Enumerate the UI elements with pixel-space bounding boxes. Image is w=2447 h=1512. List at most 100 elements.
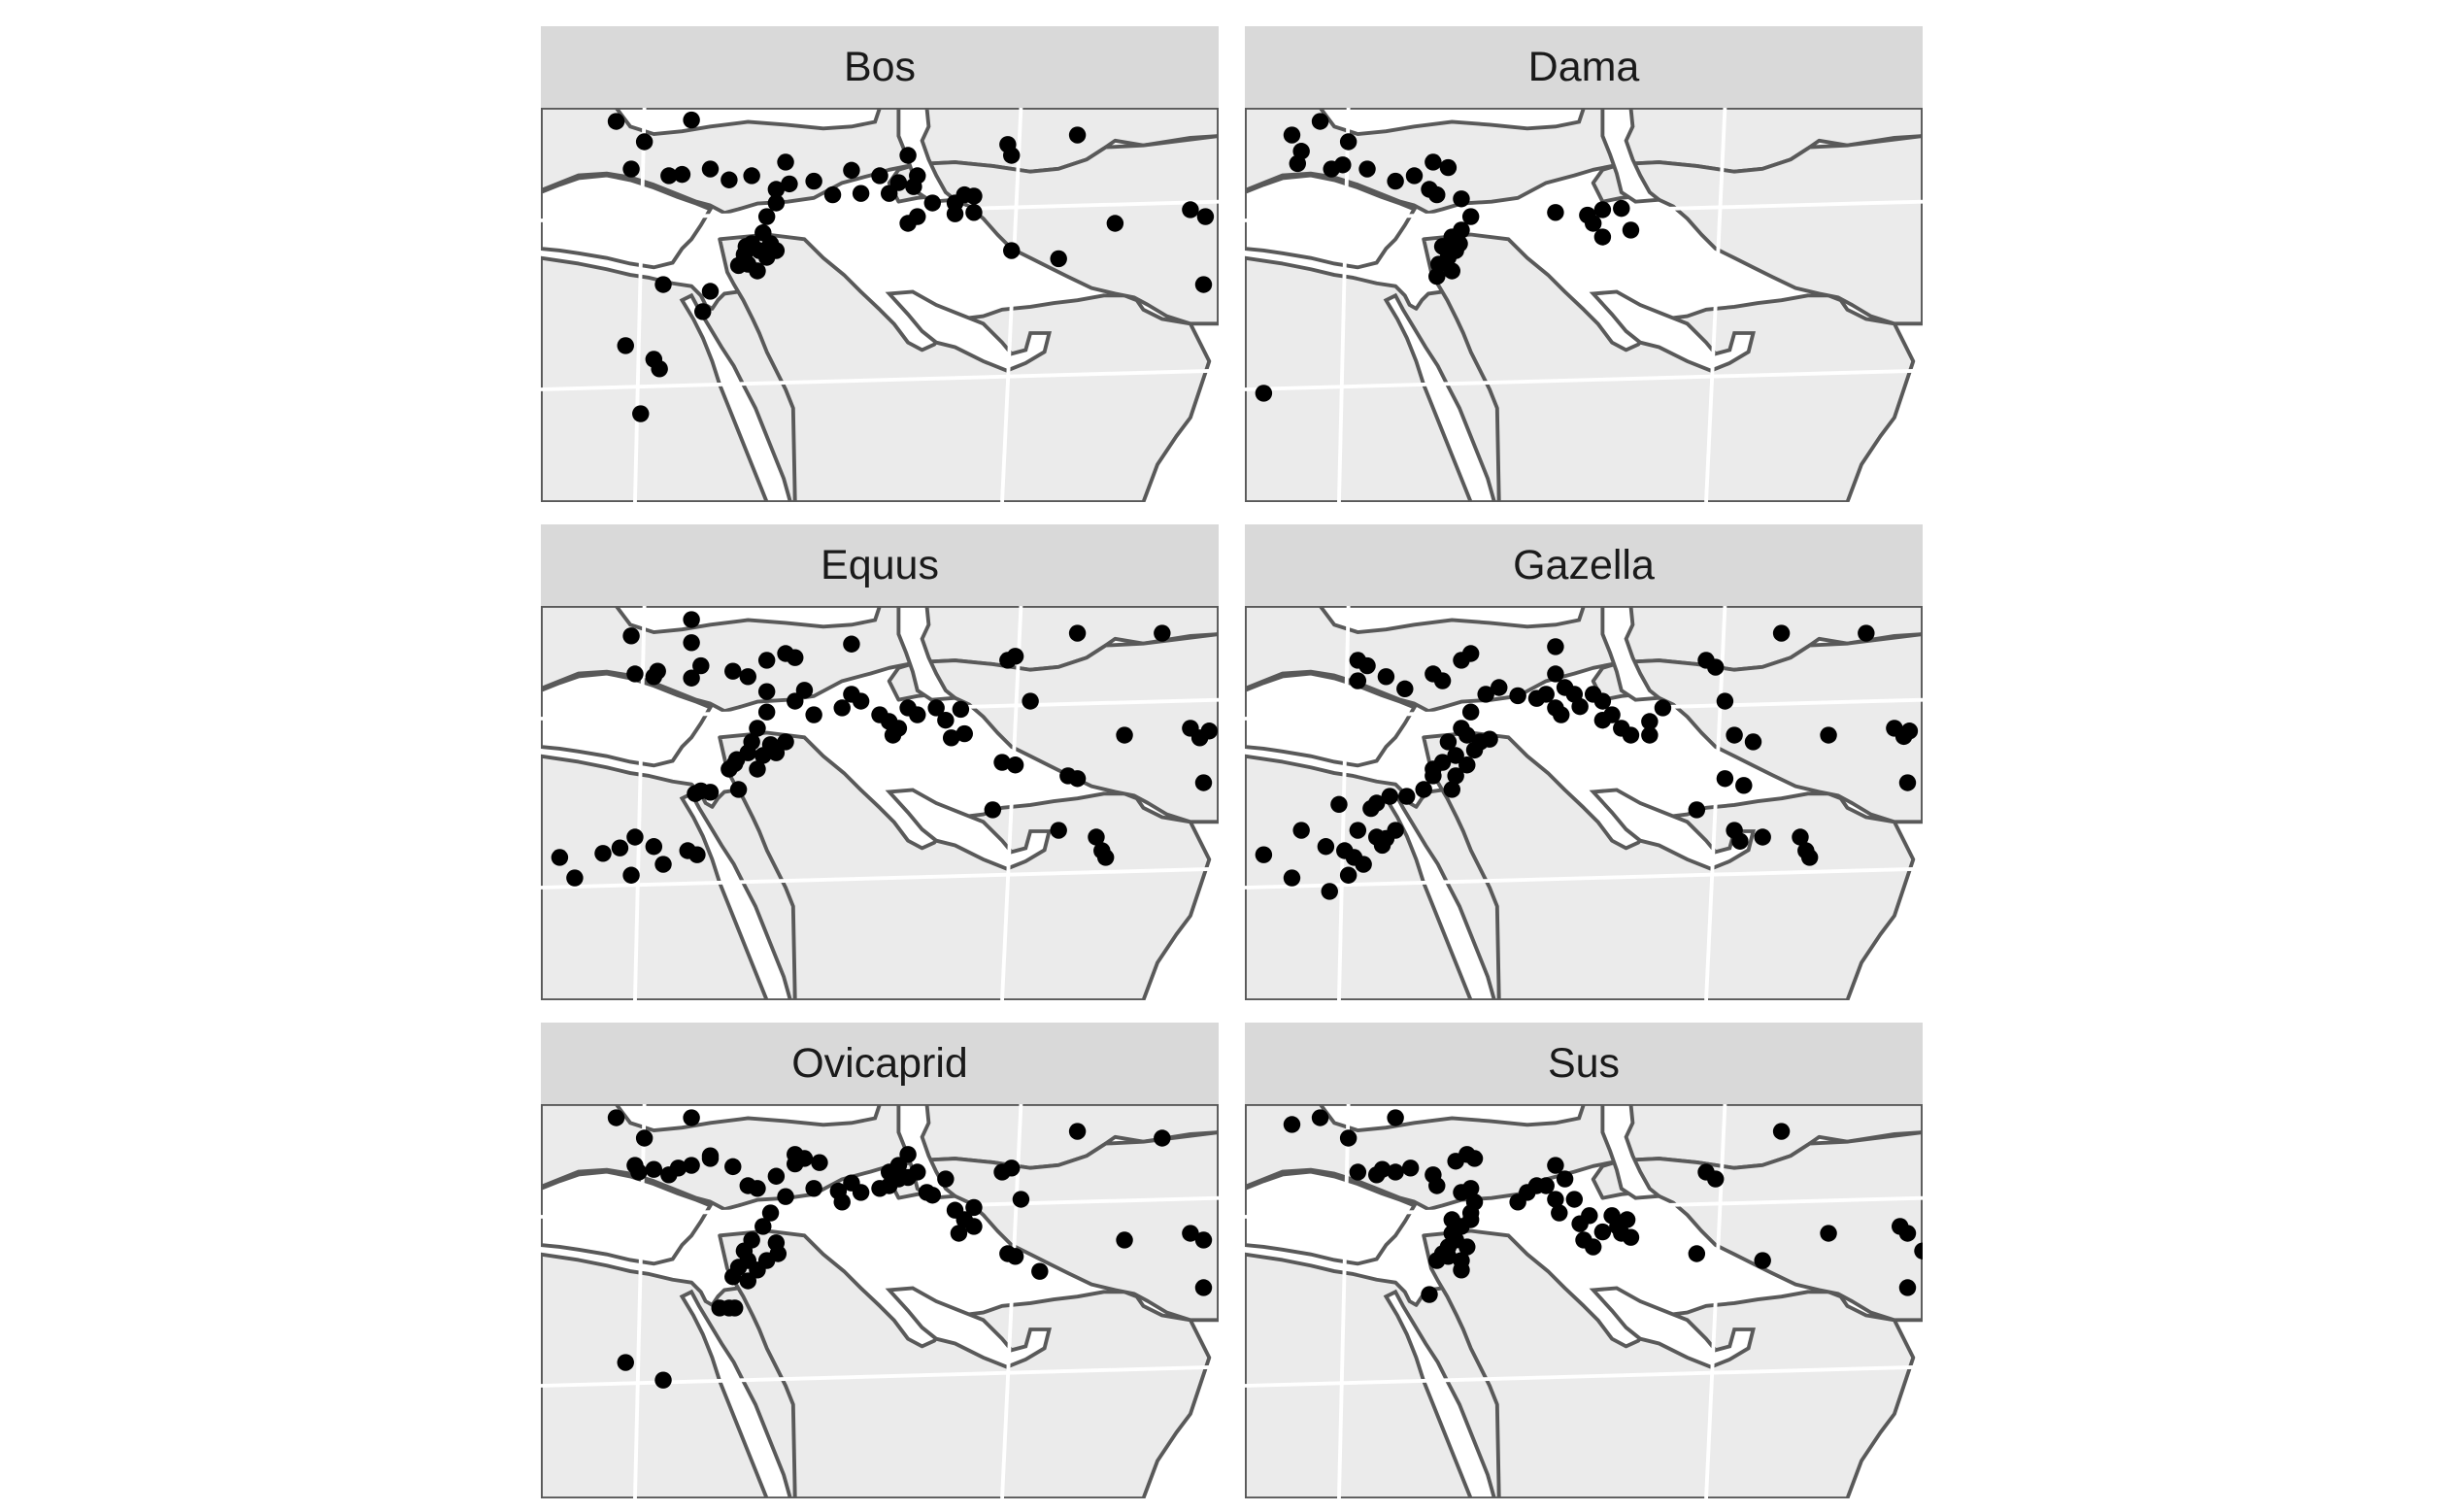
site-point <box>1439 158 1458 177</box>
site-point <box>694 303 712 320</box>
site-point <box>1537 1177 1555 1194</box>
site-point <box>1581 1207 1598 1225</box>
site-point <box>724 662 742 680</box>
site-point <box>743 167 760 185</box>
site-point <box>1465 1150 1484 1167</box>
site-point <box>1547 204 1564 221</box>
site-point <box>1622 726 1640 744</box>
site-point <box>761 1204 780 1222</box>
site-point <box>1425 767 1442 785</box>
site-point <box>1584 686 1602 703</box>
map-plot <box>541 606 1219 1000</box>
site-point <box>777 153 794 171</box>
site-point <box>909 1163 926 1181</box>
site-point <box>1311 1109 1329 1126</box>
site-point <box>683 1109 700 1126</box>
site-point <box>823 185 842 204</box>
site-point <box>1283 869 1301 887</box>
facet-map <box>1245 108 1923 502</box>
site-point <box>757 703 776 721</box>
site-point <box>1641 726 1659 744</box>
site-point <box>781 175 798 193</box>
site-point <box>687 785 704 802</box>
site-point <box>1820 1225 1837 1242</box>
site-point <box>955 724 973 743</box>
site-point <box>1154 624 1171 642</box>
site-point <box>1377 668 1395 686</box>
site-point <box>1283 1116 1301 1133</box>
site-point <box>617 337 634 354</box>
facet-strip-label: Sus <box>1245 1023 1923 1104</box>
site-point <box>1547 638 1564 655</box>
site-point <box>787 649 804 666</box>
site-point <box>1006 648 1024 665</box>
site-point <box>1754 828 1771 846</box>
site-point <box>1339 1129 1358 1147</box>
site-point <box>767 1167 786 1185</box>
site-point <box>1002 242 1021 259</box>
site-point <box>1182 201 1199 218</box>
site-point <box>1387 1109 1404 1126</box>
site-point <box>1547 1191 1564 1208</box>
site-point <box>654 1371 672 1389</box>
site-point <box>1716 692 1734 710</box>
site-point <box>743 235 760 252</box>
site-point <box>952 700 970 719</box>
map-plot <box>1245 606 1923 1000</box>
site-point <box>754 747 772 764</box>
site-point <box>1358 656 1376 675</box>
site-point <box>724 1268 742 1286</box>
site-point <box>622 160 640 178</box>
site-point <box>805 1180 822 1197</box>
site-point <box>1339 133 1358 151</box>
site-point <box>1398 788 1416 805</box>
site-point <box>1613 199 1630 218</box>
site-point <box>1584 1238 1602 1256</box>
site-point <box>1820 726 1837 744</box>
site-point <box>852 692 870 710</box>
map-plot <box>541 108 1219 502</box>
site-point <box>683 669 700 687</box>
site-point <box>1772 1123 1791 1140</box>
site-point <box>965 204 983 221</box>
site-point <box>711 1299 728 1317</box>
site-point <box>1012 1191 1030 1208</box>
site-point <box>1031 1262 1049 1280</box>
site-point <box>1116 1231 1133 1249</box>
site-point <box>767 194 786 212</box>
site-point <box>1716 770 1734 788</box>
basemap-instance <box>541 108 1219 502</box>
site-points <box>1283 1109 1923 1303</box>
site-point <box>1593 711 1612 729</box>
site-point <box>1006 756 1024 774</box>
site-point <box>1622 221 1640 239</box>
site-point <box>1858 624 1875 642</box>
site-point <box>701 283 720 300</box>
site-point <box>899 1146 917 1163</box>
site-point <box>1443 781 1461 798</box>
site-point <box>1593 1223 1612 1241</box>
site-point <box>767 242 786 259</box>
site-point <box>1706 658 1725 676</box>
site-point <box>1447 747 1464 764</box>
site-point <box>1898 1225 1917 1242</box>
facet-map <box>541 1104 1219 1498</box>
site-point <box>1481 730 1498 748</box>
site-point <box>739 668 757 686</box>
site-point <box>757 683 776 700</box>
site-point <box>1283 126 1301 144</box>
site-point <box>889 720 908 737</box>
site-point <box>1068 1123 1087 1140</box>
site-point <box>1387 172 1404 190</box>
site-point <box>594 845 612 862</box>
site-point <box>1537 686 1555 703</box>
facet-panel-gazella: Gazella <box>1245 524 1923 1000</box>
site-point <box>937 1170 955 1188</box>
map-plot <box>1245 1104 1923 1498</box>
site-point <box>683 111 700 129</box>
facet-map <box>1245 1104 1923 1498</box>
site-point <box>833 1193 851 1211</box>
site-point <box>1443 1211 1461 1228</box>
site-point <box>1688 1245 1706 1262</box>
